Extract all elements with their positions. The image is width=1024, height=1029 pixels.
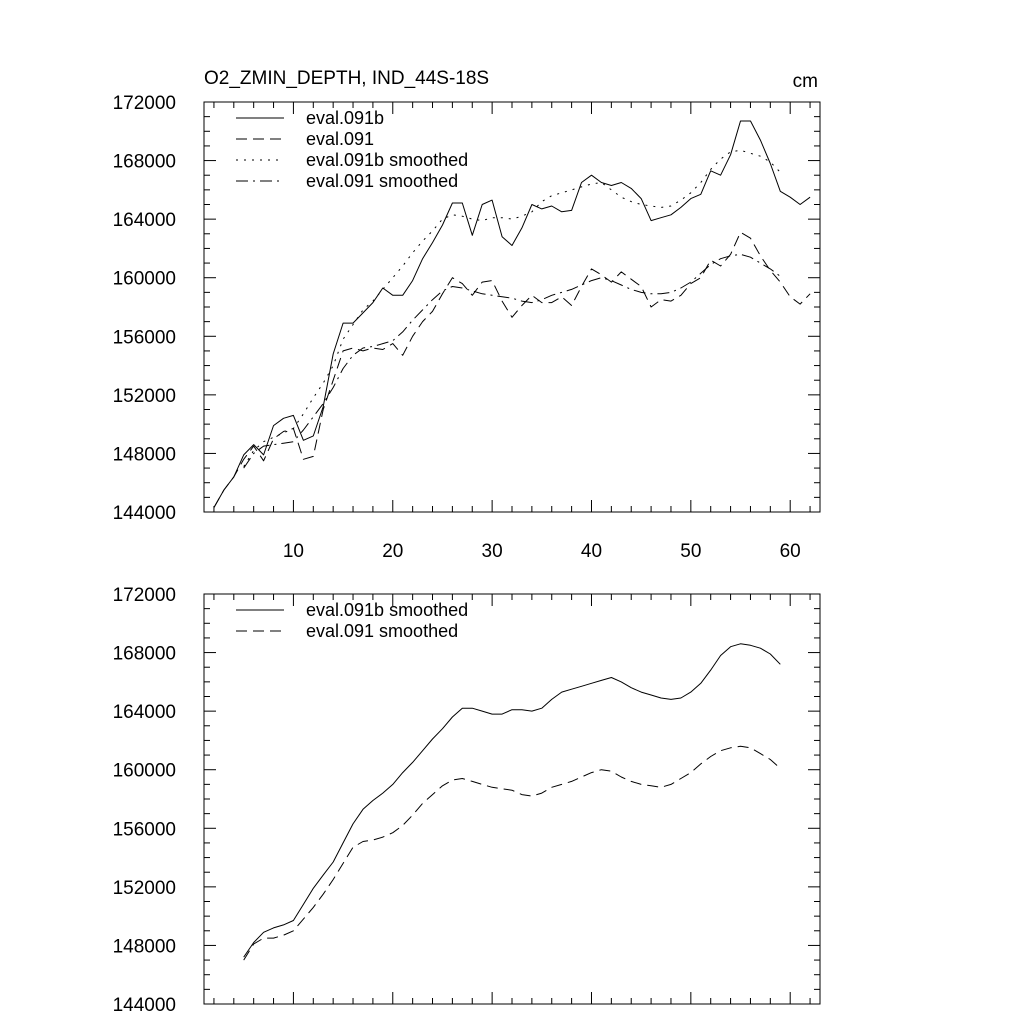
y-tick-label: 164000 — [113, 210, 176, 231]
legend-label: eval.091b smoothed — [306, 600, 468, 620]
legend-label: eval.091b smoothed — [306, 150, 468, 170]
x-tick-label: 40 — [581, 541, 602, 562]
series-line-eval-091b-smoothed — [243, 643, 781, 958]
x-tick-label: 20 — [382, 541, 403, 562]
y-tick-label: 172000 — [113, 585, 176, 606]
legend-label: eval.091 — [306, 129, 374, 149]
y-tick-label: 172000 — [113, 93, 176, 114]
y-tick-label: 144000 — [113, 995, 176, 1016]
y-tick-label: 168000 — [113, 644, 176, 665]
y-tick-label: 156000 — [113, 819, 176, 840]
y-tick-label: 144000 — [113, 503, 176, 524]
legend-label: eval.091 smoothed — [306, 171, 458, 191]
y-tick-label: 164000 — [113, 702, 176, 723]
chart-title: O2_ZMIN_DEPTH, IND_44S-18S — [204, 68, 489, 89]
series-line-eval-091-smoothed — [243, 253, 781, 469]
units-label: cm — [793, 71, 818, 92]
y-tick-label: 148000 — [113, 444, 176, 465]
x-tick-label: 10 — [283, 541, 304, 562]
bottom-panel: 144000 148000 152000 156000 160000 164000 1680… — [113, 585, 821, 1016]
series-group — [243, 643, 781, 961]
y-tick-label: 160000 — [113, 761, 176, 782]
y-tick-label: 152000 — [113, 386, 176, 407]
top-panel: 144000 148000 152000 156000 160000 164000 1680… — [113, 68, 821, 562]
series-line-eval-091 — [213, 231, 811, 508]
y-tick-label: 148000 — [113, 936, 176, 957]
plot-frame — [203, 593, 821, 1005]
y-tick-label: 160000 — [113, 269, 176, 290]
series-line-eval-091b — [213, 120, 811, 508]
y-tick-label: 152000 — [113, 878, 176, 899]
x-tick-label: 60 — [780, 541, 801, 562]
y-tick-label: 156000 — [113, 327, 176, 348]
plot-frame — [203, 101, 821, 513]
series-line-eval-091-smoothed — [243, 745, 781, 961]
legend-label: eval.091 smoothed — [306, 621, 458, 641]
series-line-eval-091b-smoothed — [243, 149, 781, 467]
x-tick-label: 30 — [482, 541, 503, 562]
series-group — [213, 120, 811, 508]
x-tick-label: 50 — [680, 541, 701, 562]
legend-label: eval.091b — [306, 108, 384, 128]
y-tick-label: 168000 — [113, 152, 176, 173]
